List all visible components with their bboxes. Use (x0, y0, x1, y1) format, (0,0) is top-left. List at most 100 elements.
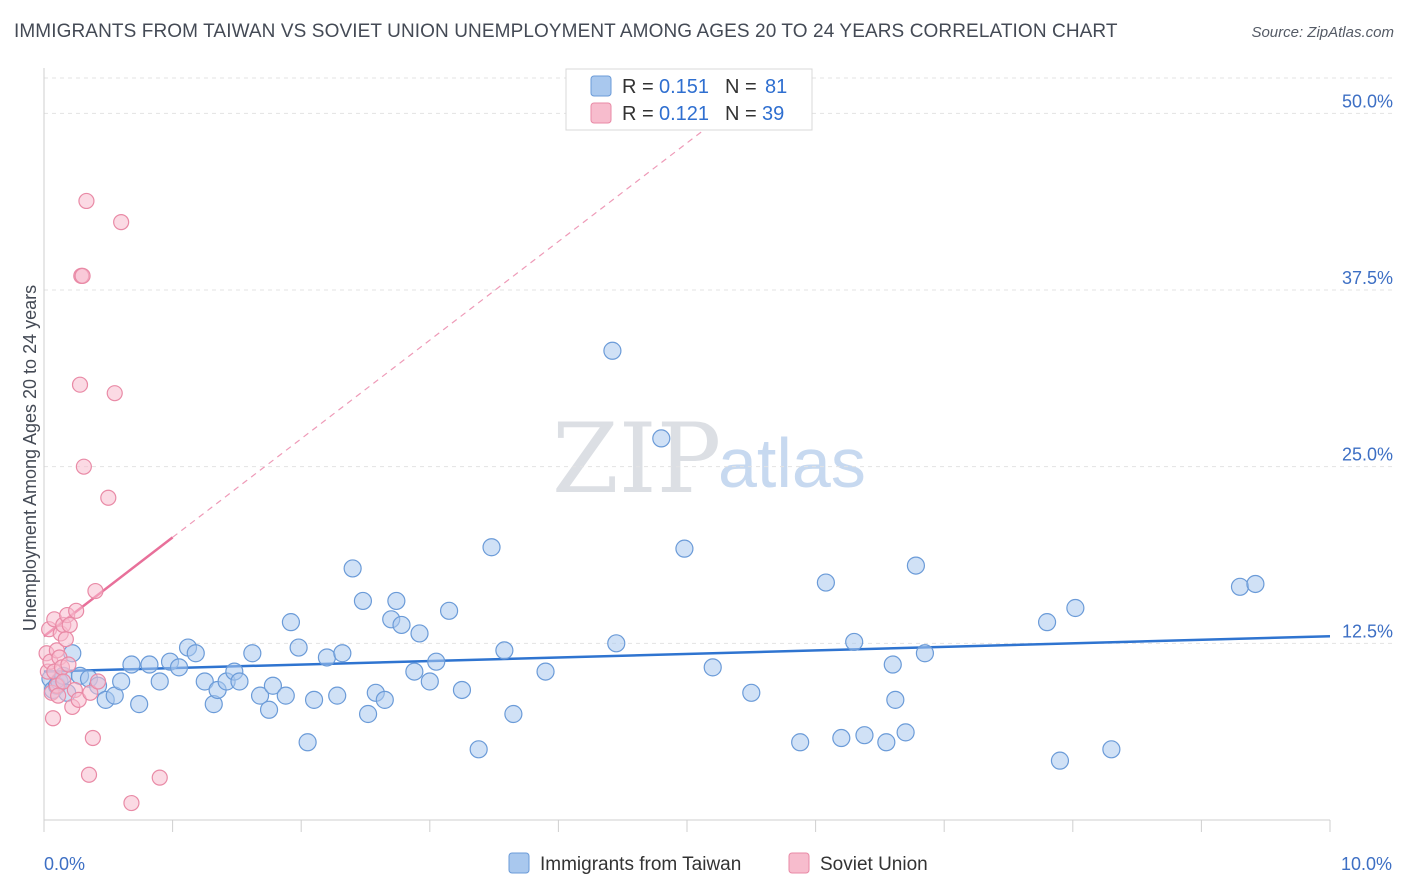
point-taiwan (855, 726, 874, 745)
legend-r-value-soviet: 0.121 (659, 103, 709, 125)
bottom-legend-swatch-soviet (788, 852, 810, 874)
watermark-atlas: atlas (718, 424, 866, 502)
point-soviet (44, 710, 62, 727)
point-soviet (50, 687, 67, 704)
point-taiwan (675, 539, 694, 558)
top-legend: R = 0.151 N = 81 R = 0.121 N = 39 (565, 68, 813, 131)
point-taiwan (742, 683, 761, 702)
point-taiwan (263, 676, 283, 695)
point-soviet (74, 267, 91, 284)
point-soviet (84, 729, 101, 747)
point-soviet (123, 794, 140, 812)
point-soviet (55, 673, 72, 690)
point-taiwan (504, 704, 523, 724)
point-soviet (78, 192, 95, 210)
chart-title: IMMIGRANTS FROM TAIWAN VS SOVIET UNION U… (14, 21, 1118, 42)
point-taiwan (652, 429, 671, 448)
y-tick-label: 37.5% (1342, 268, 1393, 288)
point-taiwan (607, 634, 626, 653)
point-taiwan (1230, 577, 1250, 596)
watermark-zip: ZIP (552, 403, 721, 515)
point-taiwan (317, 648, 337, 667)
point-soviet (87, 582, 104, 600)
point-taiwan (328, 686, 347, 705)
point-taiwan (387, 591, 406, 611)
point-taiwan (304, 690, 324, 709)
point-taiwan (1066, 598, 1085, 618)
point-soviet (89, 673, 107, 690)
point-taiwan (896, 723, 915, 742)
point-taiwan (845, 632, 864, 652)
point-taiwan (1037, 613, 1057, 632)
point-taiwan (298, 733, 317, 752)
point-taiwan (333, 644, 352, 663)
point-taiwan (358, 704, 378, 724)
point-taiwan (791, 733, 810, 752)
point-soviet (151, 769, 168, 786)
point-taiwan (140, 655, 159, 674)
point-soviet (57, 630, 74, 648)
tick-labels: 12.5% 25.0% 37.5% 50.0% 0.0% 10.0% (44, 91, 1393, 874)
series-taiwan-points (41, 341, 1265, 770)
point-taiwan (281, 613, 301, 632)
legend-swatch-taiwan (590, 75, 612, 97)
point-taiwan (482, 538, 501, 557)
bottom-legend-label-soviet: Soviet Union (820, 854, 928, 875)
point-taiwan (452, 680, 472, 700)
point-taiwan (243, 644, 262, 663)
point-soviet (71, 376, 89, 393)
y-tick-label: 25.0% (1342, 445, 1393, 465)
trend-lines (43, 112, 1331, 673)
point-taiwan (250, 686, 270, 705)
point-soviet (80, 766, 98, 783)
point-taiwan (150, 672, 169, 691)
point-taiwan (703, 658, 722, 677)
point-taiwan (495, 641, 514, 660)
point-taiwan (392, 615, 411, 635)
y-tick-label: 12.5% (1342, 621, 1393, 641)
point-taiwan (195, 672, 214, 691)
point-taiwan (603, 341, 622, 360)
legend-n-value-taiwan: 81 (765, 76, 787, 98)
point-soviet (106, 385, 123, 402)
legend-r-label-taiwan: R = (622, 76, 654, 98)
point-taiwan (1102, 740, 1121, 759)
x-tick-label: 0.0% (44, 854, 85, 874)
point-taiwan (420, 672, 439, 691)
point-soviet (68, 602, 85, 619)
point-taiwan (469, 740, 488, 759)
point-taiwan (276, 686, 295, 705)
point-soviet (82, 684, 99, 701)
point-taiwan (343, 559, 362, 578)
y-tick-label: 50.0% (1342, 91, 1393, 111)
point-taiwan (410, 624, 429, 643)
bottom-legend-swatch-taiwan (508, 852, 530, 874)
point-taiwan (915, 644, 935, 663)
point-taiwan (112, 672, 131, 691)
point-taiwan (439, 601, 459, 620)
point-taiwan (230, 672, 249, 691)
point-taiwan (353, 591, 373, 611)
series-soviet-points (38, 192, 168, 812)
x-tick-label: 10.0% (1341, 854, 1392, 874)
point-taiwan (877, 733, 896, 752)
point-taiwan (1050, 751, 1070, 770)
point-taiwan (816, 573, 835, 592)
point-taiwan (186, 644, 205, 663)
point-taiwan (536, 662, 555, 681)
point-soviet (70, 691, 87, 708)
point-taiwan (832, 728, 851, 748)
point-soviet (75, 458, 92, 475)
point-taiwan (375, 690, 394, 709)
point-taiwan (427, 652, 446, 671)
point-soviet (60, 656, 77, 673)
legend-swatch-soviet (590, 102, 612, 124)
point-taiwan (405, 662, 424, 681)
point-taiwan (289, 638, 308, 657)
point-soviet (61, 616, 78, 634)
point-soviet (113, 214, 130, 231)
legend-n-value-soviet: 39 (762, 103, 784, 125)
y-axis-title: Unemployment Among Ages 20 to 24 years (20, 285, 40, 631)
chart-source: Source: ZipAtlas.com (1251, 24, 1394, 41)
